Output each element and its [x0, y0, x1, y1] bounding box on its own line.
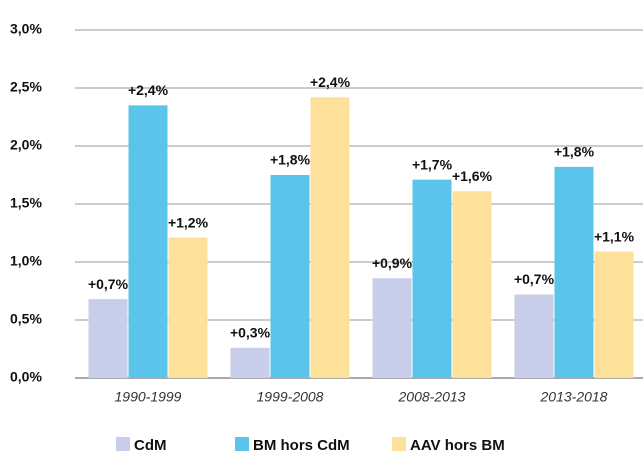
bar [310, 97, 350, 378]
value-label: +0,7% [88, 276, 129, 292]
x-tick-label: 1999-2008 [257, 389, 324, 405]
value-label: +0,7% [514, 271, 555, 287]
value-label: +0,3% [230, 325, 271, 341]
value-label: +2,4% [310, 74, 351, 90]
value-label: +1,8% [270, 152, 311, 168]
bar [168, 237, 208, 378]
legend-swatch [116, 437, 130, 451]
bar [514, 294, 554, 378]
value-label: +2,4% [128, 82, 169, 98]
value-label: +1,2% [168, 214, 209, 230]
bar [230, 347, 270, 378]
y-tick-label: 0,0% [10, 369, 42, 385]
value-label: +1,8% [554, 144, 595, 160]
legend-label: BM hors CdM [253, 437, 350, 452]
value-label: +1,1% [594, 228, 635, 244]
bar [554, 166, 594, 378]
legend-label: AAV hors BM [410, 437, 505, 452]
x-tick-label: 2013-2018 [540, 389, 608, 405]
bar [412, 179, 452, 378]
value-label: +1,6% [452, 168, 493, 184]
y-tick-label: 2,0% [10, 137, 42, 153]
x-tick-label: 2008-2013 [398, 389, 466, 405]
y-tick-label: 0,5% [10, 311, 42, 327]
y-tick-label: 1,5% [10, 195, 42, 211]
bar [270, 175, 310, 378]
bar [88, 299, 128, 378]
bar [128, 105, 168, 379]
value-label: +0,9% [372, 255, 413, 271]
y-tick-label: 1,0% [10, 253, 42, 269]
legend-label: CdM [134, 437, 167, 452]
value-label: +1,7% [412, 156, 453, 172]
bar [372, 278, 412, 378]
legend-swatch [235, 437, 249, 451]
y-tick-label: 3,0% [10, 21, 42, 37]
bar [452, 191, 492, 378]
x-tick-label: 1990-1999 [115, 389, 182, 405]
bar [594, 251, 634, 378]
legend-swatch [392, 437, 406, 451]
y-tick-label: 2,5% [10, 79, 42, 95]
